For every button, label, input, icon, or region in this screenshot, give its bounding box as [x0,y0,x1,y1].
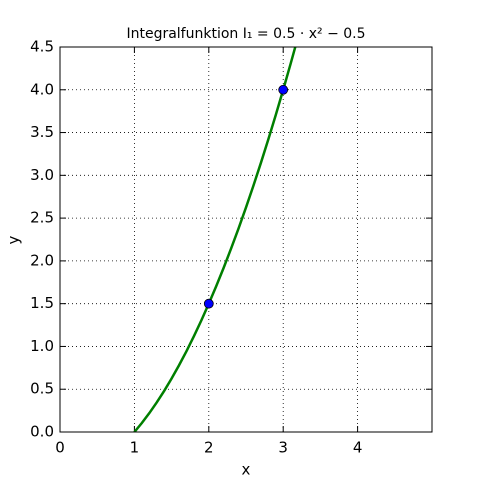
y-tick-label: 4.5 [30,38,54,56]
point [203,298,214,309]
y-tick-label: 4.0 [30,80,54,98]
y-tick-label: 0.0 [30,423,54,441]
y-tick-label: 3.5 [30,123,54,141]
x-tick-label: 3 [278,439,288,457]
y-tick-label: 1.5 [30,294,54,312]
y-tick-label: 1.0 [30,337,54,355]
plot-frame [59,46,433,433]
y-axis-label: y [5,235,23,244]
y-tick-label: 2.0 [30,251,54,269]
x-tick-label: 2 [204,439,214,457]
y-tick-label: 3.0 [30,166,54,184]
chart-title: Integralfunktion I₁ = 0.5 · x² − 0.5 [126,26,365,42]
y-tick-label: 2.5 [30,209,54,227]
line [133,47,297,432]
point [278,84,289,95]
x-tick-label: 1 [130,439,140,457]
x-tick-label: 0 [55,439,65,457]
x-axis-label: x [242,461,251,479]
x-tick-label: 4 [353,439,363,457]
y-tick-label: 0.5 [30,380,54,398]
